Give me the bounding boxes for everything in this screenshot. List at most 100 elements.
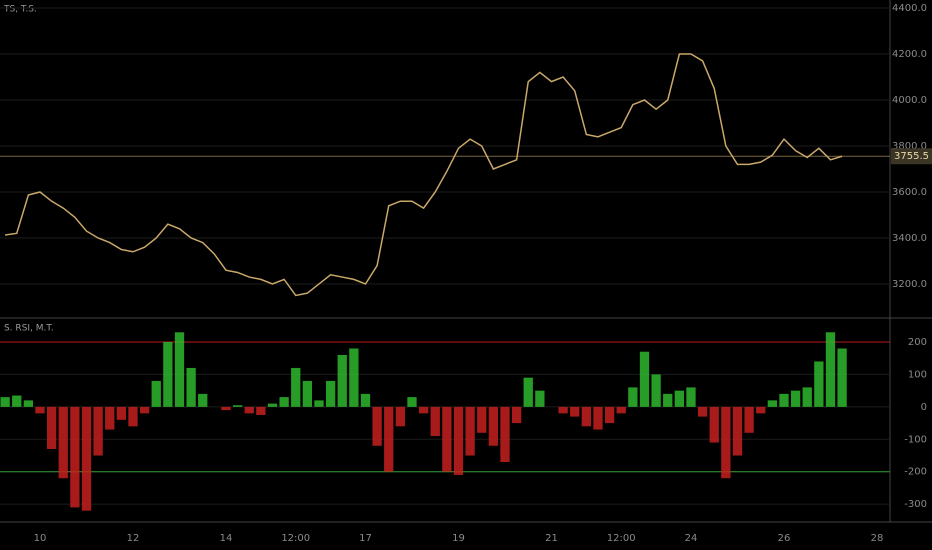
x-tick-label: 12	[127, 533, 140, 544]
y-tick-label: 4200.0	[892, 49, 927, 60]
y-tick-label: 3600.0	[892, 187, 927, 198]
x-tick-label: 10	[34, 533, 47, 544]
histogram-bar	[628, 387, 638, 407]
histogram-bar	[488, 406, 499, 446]
y-tick-label: 3400.0	[892, 233, 927, 244]
y-tick-label: 3800.0	[892, 141, 927, 152]
histogram-bar	[616, 406, 626, 414]
histogram-bar	[116, 406, 127, 420]
histogram-bar	[0, 397, 10, 407]
histogram-bar	[302, 380, 313, 407]
histogram-bar	[802, 387, 812, 407]
y-tick-label: 0	[921, 402, 927, 413]
histogram-bar	[477, 406, 487, 433]
histogram-bar	[372, 406, 382, 446]
histogram-bar	[814, 361, 824, 407]
histogram-bar	[535, 390, 545, 407]
histogram-bar	[232, 405, 243, 407]
x-tick-label: 26	[778, 533, 791, 544]
histogram-bar	[70, 406, 80, 508]
x-tick-label: 14	[220, 533, 233, 544]
panel-title: TS, T.S.	[3, 5, 37, 15]
histogram-bar	[314, 400, 324, 407]
histogram-bar	[593, 406, 603, 430]
histogram-bar	[779, 393, 789, 407]
histogram-bar	[337, 354, 347, 407]
x-tick-label: 28	[871, 533, 884, 544]
y-tick-label: 100	[908, 369, 927, 380]
y-tick-label: 4000.0	[892, 95, 927, 106]
histogram-bar	[756, 406, 766, 414]
histogram-bar	[407, 397, 417, 407]
histogram-bar	[453, 406, 464, 475]
histogram-bar	[651, 374, 661, 407]
histogram-bar	[767, 400, 778, 407]
histogram-bar	[744, 406, 754, 433]
histogram-bar	[23, 400, 34, 407]
histogram-bar	[418, 406, 429, 414]
histogram-bar	[291, 367, 301, 407]
histogram-bar	[384, 406, 394, 472]
x-tick-label: 12:00	[607, 533, 636, 544]
histogram-bar	[825, 332, 836, 407]
histogram-bar	[256, 406, 266, 415]
histogram-bar	[58, 406, 68, 479]
histogram-bar	[279, 397, 289, 407]
histogram-bar	[105, 406, 115, 430]
histogram-bar	[325, 380, 336, 407]
y-tick-label: -200	[904, 467, 927, 478]
x-tick-label: 17	[359, 533, 372, 544]
histogram-bar	[139, 406, 150, 414]
y-tick-label: 3200.0	[892, 279, 927, 290]
histogram-bar	[442, 406, 452, 472]
histogram-bar	[570, 406, 580, 417]
histogram-bar	[500, 406, 510, 462]
histogram-bar	[395, 406, 406, 427]
histogram-bar	[12, 395, 22, 407]
histogram-bar	[663, 393, 673, 407]
histogram-bar	[46, 406, 57, 450]
x-tick-label: 24	[685, 533, 698, 544]
histogram-bar	[174, 332, 185, 407]
histogram-bar	[837, 348, 847, 407]
histogram-bar	[35, 406, 45, 414]
histogram-bar	[721, 406, 731, 479]
histogram-bar	[430, 406, 440, 437]
histogram-bar	[349, 348, 359, 407]
y-tick-label: -100	[904, 434, 927, 445]
y-tick-label: -300	[904, 499, 927, 510]
histogram-bar	[639, 351, 650, 407]
histogram-bar	[511, 406, 522, 424]
histogram-bar	[198, 393, 208, 407]
y-tick-label: 200	[908, 337, 927, 348]
histogram-bar	[360, 393, 371, 407]
histogram-bar	[523, 377, 533, 407]
x-tick-label: 12:00	[281, 533, 310, 544]
histogram-bar	[93, 406, 103, 456]
histogram-bar	[267, 403, 278, 407]
last-price-label: 3755.5	[894, 151, 929, 162]
histogram-bar	[221, 406, 231, 411]
histogram-bar	[186, 367, 196, 407]
last-price-tag	[891, 148, 932, 165]
price-line	[5, 53, 843, 297]
histogram-bar	[244, 406, 254, 414]
histogram-bar	[81, 406, 92, 511]
histogram-bar	[128, 406, 138, 427]
histogram-bar	[709, 406, 719, 443]
panel-title: S. RSI, M.T.	[4, 324, 54, 334]
histogram-bar	[151, 380, 161, 407]
histogram-bar	[558, 406, 568, 414]
histogram-bar	[163, 342, 173, 407]
y-tick-label: 4400.0	[892, 3, 927, 14]
histogram-bar	[674, 390, 685, 407]
histogram-bar	[581, 406, 592, 427]
histogram-bar	[732, 406, 743, 456]
histogram-bar	[686, 387, 696, 407]
histogram-bar	[790, 390, 801, 407]
x-tick-label: 21	[545, 533, 558, 544]
x-tick-label: 19	[452, 533, 465, 544]
histogram-bar	[465, 406, 475, 456]
